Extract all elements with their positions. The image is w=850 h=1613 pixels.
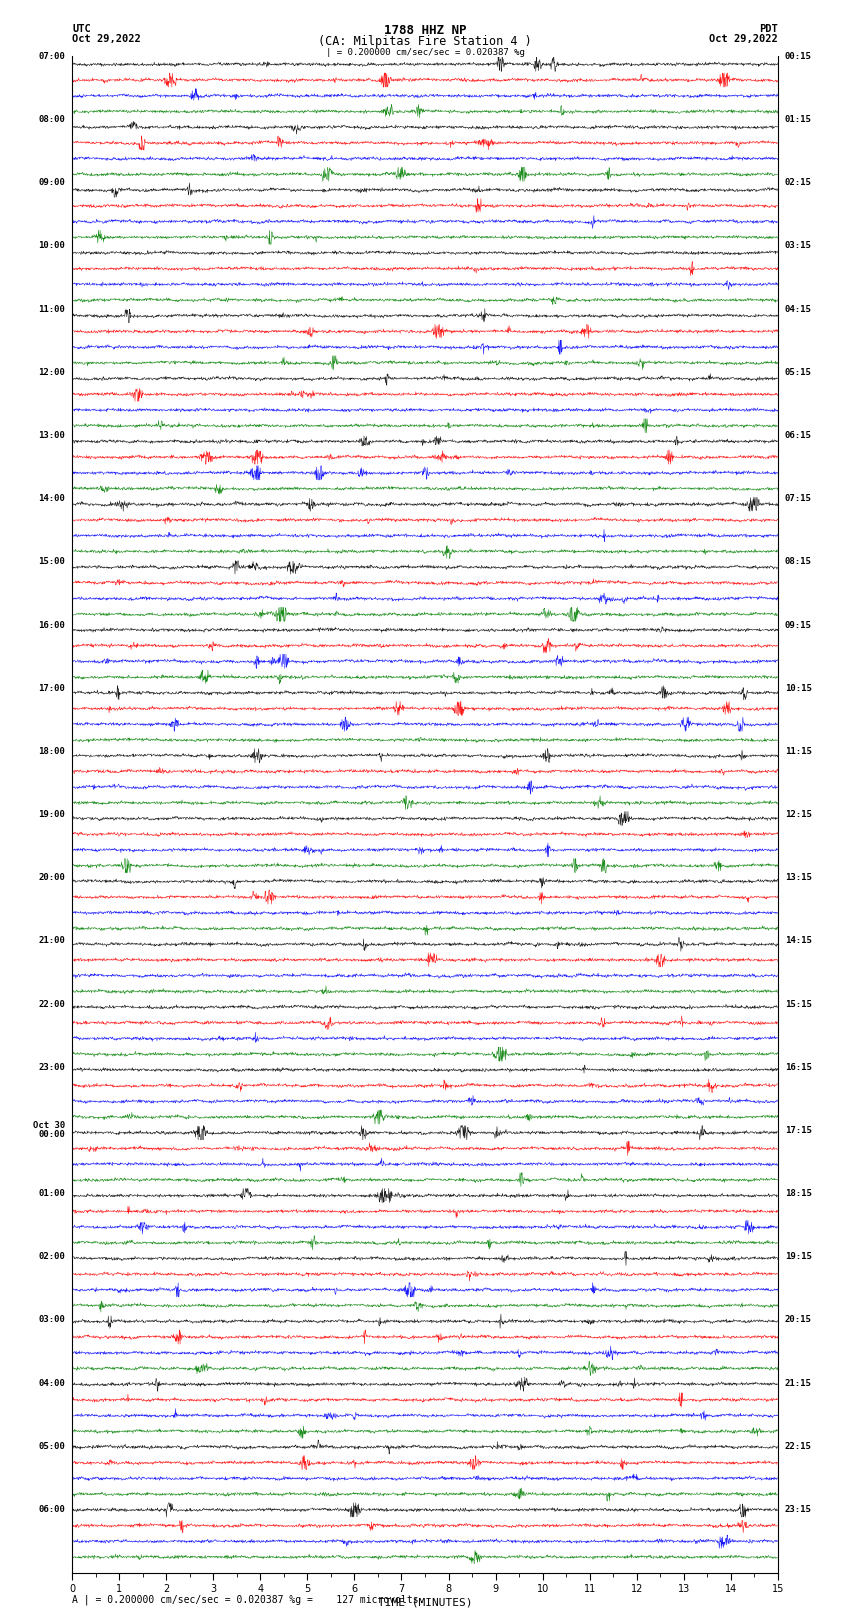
Text: 09:15: 09:15 [785,621,812,629]
Text: 08:00: 08:00 [38,115,65,124]
X-axis label: TIME (MINUTES): TIME (MINUTES) [377,1597,473,1607]
Text: 19:15: 19:15 [785,1252,812,1261]
Text: 10:00: 10:00 [38,242,65,250]
Text: 13:00: 13:00 [38,431,65,440]
Text: 12:15: 12:15 [785,810,812,819]
Text: UTC: UTC [72,24,91,34]
Text: 18:00: 18:00 [38,747,65,756]
Text: A | = 0.200000 cm/sec/sec = 0.020387 %g =    127 microvolts.: A | = 0.200000 cm/sec/sec = 0.020387 %g … [72,1594,425,1605]
Text: Oct 29,2022: Oct 29,2022 [709,34,778,44]
Text: 02:15: 02:15 [785,179,812,187]
Text: (CA: Milpitas Fire Station 4 ): (CA: Milpitas Fire Station 4 ) [318,35,532,48]
Text: 18:15: 18:15 [785,1189,812,1198]
Text: 14:15: 14:15 [785,937,812,945]
Text: 06:00: 06:00 [38,1505,65,1515]
Text: 11:00: 11:00 [38,305,65,313]
Text: 19:00: 19:00 [38,810,65,819]
Text: 14:00: 14:00 [38,494,65,503]
Text: 05:15: 05:15 [785,368,812,377]
Text: 01:00: 01:00 [38,1189,65,1198]
Text: Oct 29,2022: Oct 29,2022 [72,34,141,44]
Text: 04:00: 04:00 [38,1379,65,1387]
Text: 17:00: 17:00 [38,684,65,692]
Text: Oct 30: Oct 30 [33,1121,65,1131]
Text: 03:15: 03:15 [785,242,812,250]
Text: 20:00: 20:00 [38,873,65,882]
Text: 20:15: 20:15 [785,1316,812,1324]
Text: 07:15: 07:15 [785,494,812,503]
Text: 08:15: 08:15 [785,558,812,566]
Text: 07:00: 07:00 [38,52,65,61]
Text: 16:00: 16:00 [38,621,65,629]
Text: 00:15: 00:15 [785,52,812,61]
Text: PDT: PDT [759,24,778,34]
Text: 22:15: 22:15 [785,1442,812,1450]
Text: | = 0.200000 cm/sec/sec = 0.020387 %g: | = 0.200000 cm/sec/sec = 0.020387 %g [326,48,524,58]
Text: 06:15: 06:15 [785,431,812,440]
Text: 09:00: 09:00 [38,179,65,187]
Text: 13:15: 13:15 [785,873,812,882]
Text: 15:00: 15:00 [38,558,65,566]
Text: 00:00: 00:00 [38,1131,65,1139]
Text: 1788 HHZ NP: 1788 HHZ NP [383,24,467,37]
Text: 23:15: 23:15 [785,1505,812,1515]
Text: 21:00: 21:00 [38,937,65,945]
Text: 05:00: 05:00 [38,1442,65,1450]
Text: 22:00: 22:00 [38,1000,65,1008]
Text: 03:00: 03:00 [38,1316,65,1324]
Text: 21:15: 21:15 [785,1379,812,1387]
Text: 01:15: 01:15 [785,115,812,124]
Text: 12:00: 12:00 [38,368,65,377]
Text: 02:00: 02:00 [38,1252,65,1261]
Text: 10:15: 10:15 [785,684,812,692]
Text: 11:15: 11:15 [785,747,812,756]
Text: 04:15: 04:15 [785,305,812,313]
Text: 17:15: 17:15 [785,1126,812,1136]
Text: 23:00: 23:00 [38,1063,65,1071]
Text: 16:15: 16:15 [785,1063,812,1071]
Text: 15:15: 15:15 [785,1000,812,1008]
